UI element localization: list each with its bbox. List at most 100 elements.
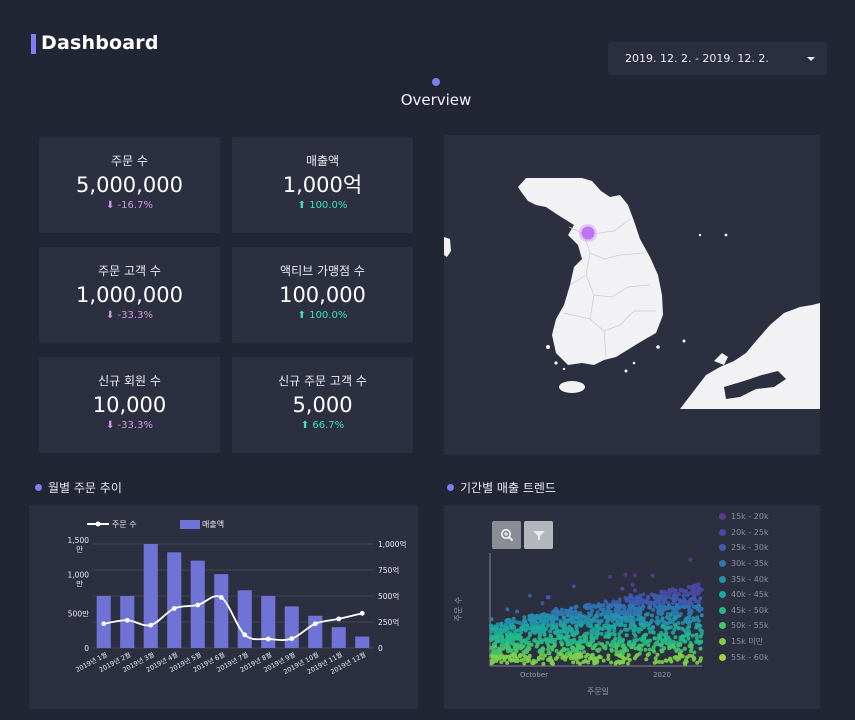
- line-point[interactable]: [124, 617, 130, 623]
- scatter-point: [623, 609, 627, 614]
- bar[interactable]: [355, 636, 370, 648]
- scatter-point: [598, 603, 603, 608]
- line-point[interactable]: [171, 606, 177, 611]
- scatter-point: [692, 585, 697, 590]
- legend-item[interactable]: 15k - 20k: [719, 509, 769, 525]
- bar[interactable]: [284, 606, 299, 648]
- line-point[interactable]: [242, 632, 248, 638]
- scatter-point: [594, 660, 599, 665]
- y-left-tick-label: 1,000 만: [68, 571, 90, 589]
- scatter-point: [495, 627, 499, 632]
- filter-button[interactable]: [524, 521, 553, 549]
- scatter-point: [548, 629, 553, 634]
- scatter-point: [681, 599, 686, 604]
- legend-item[interactable]: 20k - 25k: [719, 525, 769, 541]
- legend-item[interactable]: 30k - 35k: [719, 556, 769, 572]
- scatter-point: [633, 588, 637, 593]
- y-left-tick-label: 500만: [68, 609, 89, 618]
- scatter-point: [637, 599, 642, 604]
- line-point[interactable]: [101, 621, 107, 627]
- legend-item[interactable]: 15k 미만: [719, 634, 769, 650]
- monthly-bars: [96, 544, 370, 648]
- scatter-point: [643, 599, 648, 604]
- bar[interactable]: [331, 627, 346, 648]
- scatter-point: [590, 652, 595, 657]
- line-point[interactable]: [148, 622, 154, 628]
- scatter-point: [578, 652, 583, 657]
- scatter-point: [617, 661, 622, 665]
- scatter-point: [514, 647, 519, 652]
- scatter-point: [535, 642, 540, 647]
- line-point[interactable]: [218, 594, 224, 600]
- bar[interactable]: [237, 590, 252, 648]
- zoom-button[interactable]: [492, 521, 521, 549]
- scatter-point: [562, 655, 567, 660]
- line-point[interactable]: [312, 621, 318, 627]
- bar[interactable]: [214, 574, 229, 648]
- scatter-point: [537, 635, 542, 640]
- scatter-point: [554, 612, 558, 617]
- scatter-point: [644, 640, 649, 645]
- scatter-point: [647, 647, 652, 652]
- scatter-point: [532, 637, 537, 642]
- scatter-point: [609, 648, 614, 653]
- scatter-point: [643, 647, 648, 652]
- bar[interactable]: [308, 615, 323, 648]
- legend-item[interactable]: 35k - 40k: [719, 571, 769, 587]
- scatter-point: [623, 572, 628, 577]
- scatter-point: [588, 623, 593, 628]
- scatter-point: [591, 618, 596, 622]
- scatter-point: [623, 623, 627, 628]
- scatter-point: [698, 658, 703, 663]
- scatter-point: [580, 645, 585, 650]
- legend-item[interactable]: 55k - 60k: [719, 649, 769, 665]
- scatter-point: [606, 626, 611, 630]
- scatter-point: [698, 634, 703, 639]
- scatter-point: [656, 611, 661, 616]
- scatter-point: [547, 613, 552, 618]
- bar[interactable]: [261, 596, 276, 648]
- legend-item[interactable]: 25k - 30k: [719, 540, 769, 556]
- scatter-point: [574, 615, 579, 620]
- scatter-point: [670, 620, 675, 625]
- scatter-point: [521, 623, 526, 628]
- scatter-point: [646, 623, 651, 628]
- overview-dot-icon: [432, 78, 440, 86]
- bar[interactable]: [143, 544, 158, 648]
- scatter-point: [636, 626, 641, 631]
- legend-item[interactable]: 40k - 45k: [719, 587, 769, 603]
- scatter-point: [623, 627, 628, 632]
- scatter-point: [624, 633, 629, 638]
- caret-down-icon: [807, 56, 815, 61]
- scatter-point: [672, 615, 677, 620]
- scatter-point: [544, 626, 549, 631]
- line-point[interactable]: [359, 610, 365, 616]
- legend-item[interactable]: 45k - 50k: [719, 603, 769, 619]
- scatter-point: [542, 631, 547, 636]
- legend-label: 55k - 60k: [731, 652, 769, 662]
- scatter-point: [614, 642, 618, 647]
- line-point[interactable]: [336, 616, 342, 622]
- scatter-point: [528, 617, 533, 622]
- scatter-point: [639, 647, 643, 652]
- map-marker[interactable]: [581, 226, 595, 240]
- line-point[interactable]: [195, 602, 201, 608]
- scatter-point: [663, 627, 668, 632]
- scatter-point: [501, 641, 506, 646]
- scatter-point: [499, 655, 504, 660]
- scatter-point: [591, 656, 596, 661]
- scatter-point: [585, 615, 589, 620]
- kpi-label: 주문 수: [111, 154, 148, 168]
- legend-item[interactable]: 50k - 55k: [719, 618, 769, 634]
- date-range-picker[interactable]: 2019. 12. 2. - 2019. 12. 2.: [608, 42, 827, 75]
- bar[interactable]: [167, 552, 182, 648]
- line-point[interactable]: [265, 636, 271, 642]
- scatter-point: [656, 636, 661, 641]
- line-point[interactable]: [289, 636, 295, 642]
- korea-map[interactable]: [444, 135, 820, 455]
- scatter-point: [559, 640, 564, 645]
- scatter-point: [657, 659, 662, 664]
- scatter-point: [689, 610, 693, 615]
- order-count-line: [103, 595, 363, 641]
- scatter-point: [655, 652, 660, 657]
